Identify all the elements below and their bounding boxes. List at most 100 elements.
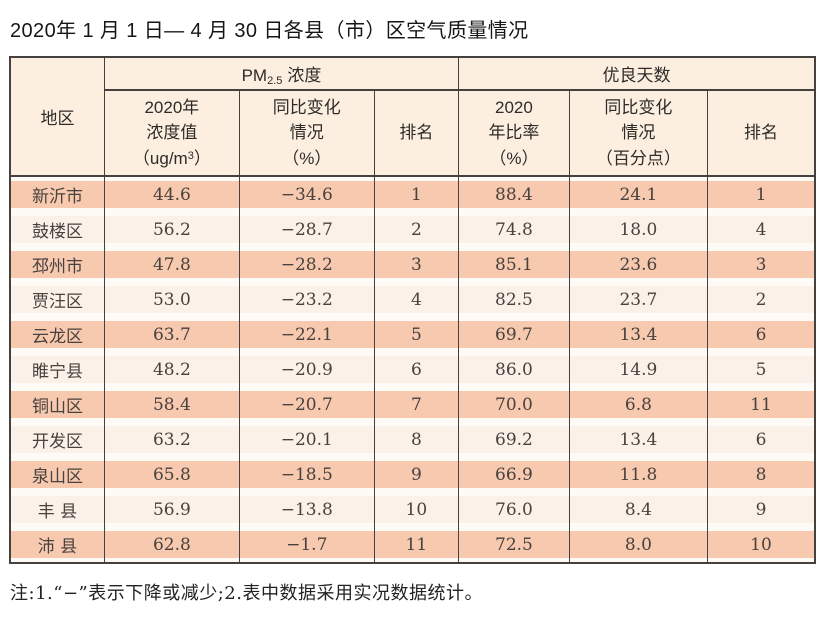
table-row: 丰 县 56.9 −13.8 10 76.0 8.4 9 (11, 492, 814, 527)
cell-pm-change: −28.2 (239, 247, 375, 282)
cell-pm-value: 62.8 (104, 527, 240, 562)
table-row: 鼓楼区 56.2 −28.7 2 74.8 18.0 4 (11, 212, 814, 247)
table-row: 开发区 63.2 −20.1 8 69.2 13.4 6 (11, 422, 814, 457)
cell-ratio: 72.5 (459, 527, 570, 562)
cell-pm-value: 63.2 (104, 422, 240, 457)
cell-ratio-change: 13.4 (569, 317, 708, 352)
table-row: 邳州市 47.8 −28.2 3 85.1 23.6 3 (11, 247, 814, 282)
cell-pm-value: 63.7 (104, 317, 240, 352)
header-group-row: 地区 PM2.5 浓度 优良天数 (11, 58, 814, 177)
cell-pm-rank: 11 (374, 527, 460, 562)
cell-pm-value: 65.8 (104, 457, 240, 492)
header-line: 情况 (289, 123, 324, 143)
cell-region: 丰 县 (11, 492, 105, 527)
cell-rank: 4 (707, 212, 814, 247)
cell-rank: 6 (707, 422, 814, 457)
cell-ratio-change: 14.9 (569, 352, 708, 387)
header-pm-value: 2020年 浓度值 （ug/m3） (104, 91, 240, 177)
cell-ratio: 70.0 (459, 387, 570, 422)
table-row: 贾汪区 53.0 −23.2 4 82.5 23.7 2 (11, 282, 814, 317)
header-pm-change: 同比变化 情况 （%） (239, 91, 375, 177)
header-good-days-group: 优良天数 (459, 58, 814, 91)
header-line: （百分点） (595, 148, 681, 168)
cell-pm-rank: 7 (374, 387, 460, 422)
header-pm25-group: PM2.5 浓度 (104, 58, 460, 91)
table-row: 睢宁县 48.2 −20.9 6 86.0 14.9 5 (11, 352, 814, 387)
cell-rank: 10 (707, 527, 814, 562)
cell-pm-value: 47.8 (104, 247, 240, 282)
header-good-change: 同比变化 情况 （百分点） (569, 91, 708, 177)
cell-ratio-change: 8.0 (569, 527, 708, 562)
cell-region: 鼓楼区 (11, 212, 105, 247)
cell-pm-rank: 8 (374, 422, 460, 457)
footnote: 注:1.“−”表示下降或减少;2.表中数据采用实况数据统计。 (10, 583, 483, 604)
cell-ratio-change: 23.6 (569, 247, 708, 282)
header-pm-rank: 排名 (374, 91, 460, 177)
header-line: 同比变化 (272, 97, 341, 117)
cell-pm-value: 44.6 (104, 177, 240, 212)
header-line: 浓度值 (146, 123, 198, 143)
cell-pm-change: −23.2 (239, 282, 375, 317)
pm-label: PM (241, 65, 268, 85)
cell-region: 新沂市 (11, 177, 105, 212)
cell-pm-value: 56.2 (104, 212, 240, 247)
header-line: 2020年 (144, 97, 200, 117)
cell-region: 泉山区 (11, 457, 105, 492)
cell-ratio-change: 8.4 (569, 492, 708, 527)
cell-pm-rank: 6 (374, 352, 460, 387)
cell-ratio: 86.0 (459, 352, 570, 387)
cell-pm-rank: 2 (374, 212, 460, 247)
cell-region: 睢宁县 (11, 352, 105, 387)
cell-region: 邳州市 (11, 247, 105, 282)
header-line: 情况 (621, 123, 656, 143)
cell-ratio: 74.8 (459, 212, 570, 247)
cell-ratio-change: 23.7 (569, 282, 708, 317)
cell-pm-change: −1.7 (239, 527, 375, 562)
data-table: 地区 PM2.5 浓度 优良天数 2020年 浓度值 （ug/m3） 同比变化 情… (11, 58, 814, 562)
cell-pm-change: −20.1 (239, 422, 375, 457)
cell-ratio-change: 6.8 (569, 387, 708, 422)
header-line: （%） (282, 148, 332, 168)
cell-pm-change: −22.1 (239, 317, 375, 352)
header-region: 地区 (11, 58, 105, 177)
cell-region: 沛 县 (11, 527, 105, 562)
table-row: 新沂市 44.6 −34.6 1 88.4 24.1 1 (11, 177, 814, 212)
table-row: 铜山区 58.4 −20.7 7 70.0 6.8 11 (11, 387, 814, 422)
cell-pm-change: −20.7 (239, 387, 375, 422)
cell-pm-rank: 10 (374, 492, 460, 527)
cell-ratio: 69.2 (459, 422, 570, 457)
cell-pm-value: 53.0 (104, 282, 240, 317)
cell-ratio-change: 24.1 (569, 177, 708, 212)
pm-suffix: 浓度 (287, 65, 322, 85)
cell-ratio: 76.0 (459, 492, 570, 527)
table-row: 泉山区 65.8 −18.5 9 66.9 11.8 8 (11, 457, 814, 492)
cell-pm-change: −18.5 (239, 457, 375, 492)
header-sub-row: 2020年 浓度值 （ug/m3） 同比变化 情况 （%） 排名 2020 年比… (11, 91, 814, 177)
cell-rank: 3 (707, 247, 814, 282)
cell-pm-change: −13.8 (239, 492, 375, 527)
pm-subscript: 2.5 (267, 74, 283, 87)
cell-pm-change: −28.7 (239, 212, 375, 247)
cell-rank: 9 (707, 492, 814, 527)
cell-rank: 11 (707, 387, 814, 422)
cell-pm-value: 58.4 (104, 387, 240, 422)
cell-rank: 6 (707, 317, 814, 352)
cell-rank: 8 (707, 457, 814, 492)
cell-ratio-change: 13.4 (569, 422, 708, 457)
cell-ratio: 88.4 (459, 177, 570, 212)
cell-pm-value: 56.9 (104, 492, 240, 527)
cell-region: 贾汪区 (11, 282, 105, 317)
header-line: 年比率 (488, 123, 540, 143)
cell-pm-change: −20.9 (239, 352, 375, 387)
cell-pm-rank: 4 (374, 282, 460, 317)
cell-ratio: 85.1 (459, 247, 570, 282)
cell-region: 铜山区 (11, 387, 105, 422)
cell-rank: 5 (707, 352, 814, 387)
header-good-ratio: 2020 年比率 （%） (459, 91, 570, 177)
table-row: 沛 县 62.8 −1.7 11 72.5 8.0 10 (11, 527, 814, 562)
page-title: 2020年 1 月 1 日— 4 月 30 日各县（市）区空气质量情况 (10, 20, 529, 42)
cell-pm-change: −34.6 (239, 177, 375, 212)
cell-ratio: 66.9 (459, 457, 570, 492)
page: 2020年 1 月 1 日— 4 月 30 日各县（市）区空气质量情况 地区 P… (9, 20, 816, 604)
table-row: 云龙区 63.7 −22.1 5 69.7 13.4 6 (11, 317, 814, 352)
